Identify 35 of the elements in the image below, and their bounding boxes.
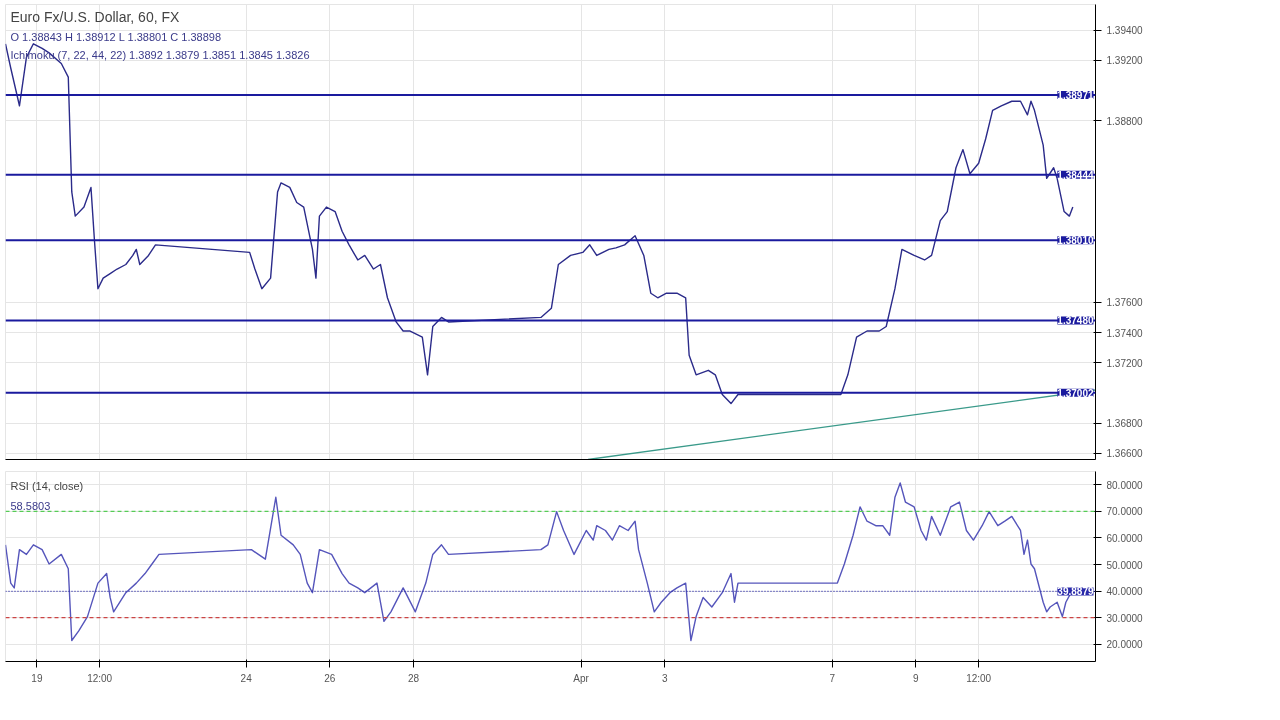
text: O 1.38843 H 1.38912 L 1.38801 C 1.38898 <box>10 30 222 43</box>
y-tick-label: 1.36600 <box>1106 448 1144 460</box>
y-tick-label: 1.39200 <box>1106 55 1144 67</box>
x-tick-label: 7 <box>829 672 836 684</box>
y-tick-label: 70.0000 <box>1106 506 1144 518</box>
x-tick-label: Apr <box>573 672 590 684</box>
x-tick-label: 12:00 <box>87 672 113 684</box>
y-tick-label: 20.0000 <box>1106 639 1144 651</box>
x-tick-label: 9 <box>913 672 920 684</box>
y-tick-label: 50.0000 <box>1106 559 1144 571</box>
y-tick-label: 1.39400 <box>1106 25 1144 37</box>
x-tick-label: 28 <box>408 672 420 684</box>
ref-line-label: 1.38444 <box>1057 169 1094 181</box>
ref-line-label: 1.37002 <box>1057 387 1094 399</box>
y-tick-label: 80.0000 <box>1106 479 1144 491</box>
y-tick-label: 1.38800 <box>1106 115 1144 127</box>
x-tick-label: 24 <box>240 672 253 684</box>
chart-title: Euro Fx/U.S. Dollar, 60, FX <box>10 8 180 25</box>
y-tick-label: 60.0000 <box>1106 532 1144 544</box>
annotation: 58.5803 <box>10 499 51 512</box>
text: RSI (14, close) <box>10 479 84 492</box>
y-tick-label: 1.36800 <box>1106 418 1144 430</box>
y-tick-label: 1.37200 <box>1106 357 1144 369</box>
y-tick-label: 1.37600 <box>1106 297 1144 309</box>
y-tick-label: 40.0000 <box>1106 586 1144 598</box>
ref-line-label: 39.8879 <box>1057 586 1094 598</box>
ref-line-label: 1.38971 <box>1057 90 1094 102</box>
x-tick-label: 19 <box>31 672 43 684</box>
ref-line-label: 1.38010 <box>1057 235 1094 247</box>
x-tick-label: 12:00 <box>966 672 992 684</box>
x-tick-label: 26 <box>324 672 336 684</box>
y-tick-label: 30.0000 <box>1106 612 1144 624</box>
y-tick-label: 1.37400 <box>1106 327 1144 339</box>
x-tick-label: 3 <box>661 672 668 684</box>
ref-line-label: 1.37480 <box>1057 315 1094 327</box>
